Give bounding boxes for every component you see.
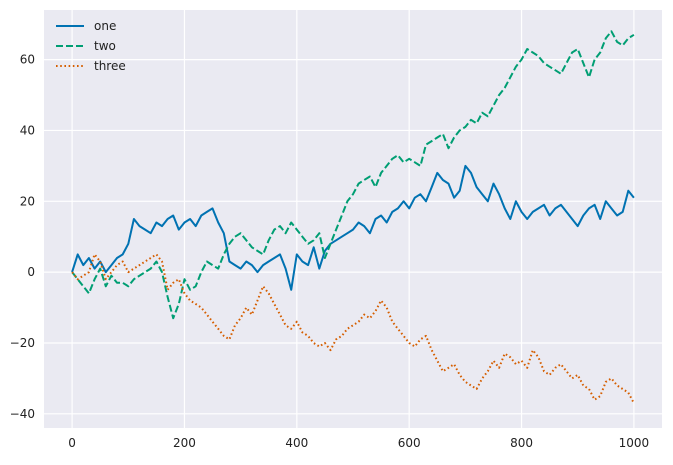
legend-label-one: one xyxy=(94,19,116,33)
x-tick-label: 1000 xyxy=(619,436,650,450)
series-line-two xyxy=(71,30,635,320)
x-tick-label: 200 xyxy=(173,436,196,450)
y-tick-label: 60 xyxy=(20,53,35,67)
y-tick-label: −40 xyxy=(10,407,35,421)
x-axis-tick-labels: 0 200 400 600 800 1000 xyxy=(68,436,649,450)
y-axis-tick-labels: −40 −20 0 20 40 60 xyxy=(10,53,35,421)
x-tick-label: 400 xyxy=(285,436,308,450)
y-tick-label: 40 xyxy=(20,123,35,137)
y-tick-label: −20 xyxy=(10,336,35,350)
x-tick-label: 0 xyxy=(68,436,76,450)
legend-label-three: three xyxy=(94,59,126,73)
legend-label-two: two xyxy=(94,39,116,53)
y-tick-label: 20 xyxy=(20,194,35,208)
grid-lines xyxy=(44,10,662,428)
x-tick-label: 600 xyxy=(398,436,421,450)
series-layer xyxy=(71,30,635,404)
plot-area-background xyxy=(44,10,662,428)
legend: one two three xyxy=(56,19,126,73)
y-tick-label: 0 xyxy=(27,265,35,279)
series-line-one xyxy=(71,164,635,291)
x-tick-label: 800 xyxy=(510,436,533,450)
